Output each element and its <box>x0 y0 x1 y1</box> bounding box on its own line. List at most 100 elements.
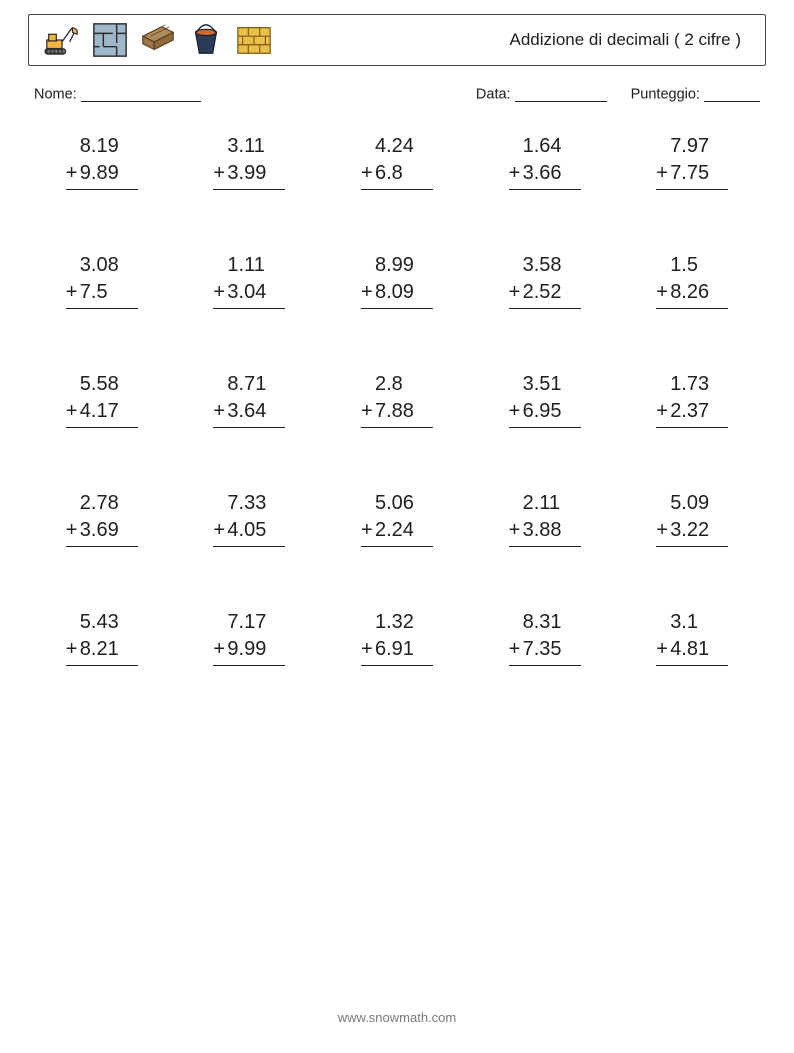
addend-bottom: 6.95 <box>523 398 581 425</box>
addend-bottom-row: +7.5 <box>66 279 138 306</box>
addend-top: 5.58 <box>80 371 138 398</box>
addend-bottom-row: +2.24 <box>361 517 433 544</box>
sum-rule <box>66 427 138 428</box>
operator: + <box>509 160 523 187</box>
operator-placeholder <box>213 609 227 636</box>
worksheet-title: Addizione di decimali ( 2 cifre ) <box>510 30 751 50</box>
operator: + <box>656 517 670 544</box>
addend-top: 1.32 <box>375 609 433 636</box>
problem-stack: 3.11+3.99 <box>213 133 285 190</box>
operator: + <box>213 517 227 544</box>
sum-rule <box>656 427 728 428</box>
operator-placeholder <box>656 609 670 636</box>
operator: + <box>509 636 523 663</box>
operator-placeholder <box>361 490 375 517</box>
addend-bottom: 3.22 <box>670 517 728 544</box>
addend-bottom-row: +2.52 <box>509 279 581 306</box>
operator: + <box>361 398 375 425</box>
problem: 2.78+3.69 <box>38 490 166 547</box>
problem-stack: 8.71+3.64 <box>213 371 285 428</box>
sum-rule <box>361 189 433 190</box>
addend-bottom: 2.37 <box>670 398 728 425</box>
addend-top-row: 7.17 <box>213 609 285 636</box>
problem: 1.5 +8.26 <box>628 252 756 309</box>
operator-placeholder <box>213 252 227 279</box>
addend-top-row: 3.08 <box>66 252 138 279</box>
addend-bottom-row: +3.66 <box>509 160 581 187</box>
operator: + <box>656 279 670 306</box>
problem-stack: 2.8 +7.88 <box>361 371 433 428</box>
operator-placeholder <box>66 371 80 398</box>
operator-placeholder <box>213 371 227 398</box>
addend-top: 3.51 <box>523 371 581 398</box>
addend-top: 7.33 <box>227 490 285 517</box>
addend-top: 5.43 <box>80 609 138 636</box>
operator-placeholder <box>361 133 375 160</box>
addend-top-row: 5.06 <box>361 490 433 517</box>
operator-placeholder <box>361 609 375 636</box>
addend-bottom-row: +3.99 <box>213 160 285 187</box>
problem-stack: 7.33+4.05 <box>213 490 285 547</box>
sum-rule <box>656 308 728 309</box>
problem: 3.08+7.5 <box>38 252 166 309</box>
operator: + <box>361 160 375 187</box>
sum-rule <box>361 427 433 428</box>
addend-top-row: 8.71 <box>213 371 285 398</box>
operator-placeholder <box>66 490 80 517</box>
addend-top: 5.06 <box>375 490 433 517</box>
operator: + <box>361 279 375 306</box>
addend-bottom-row: +7.75 <box>656 160 728 187</box>
sum-rule <box>656 189 728 190</box>
problem-stack: 5.09+3.22 <box>656 490 728 547</box>
addend-bottom: 3.66 <box>523 160 581 187</box>
problem: 7.97+7.75 <box>628 133 756 190</box>
operator-placeholder <box>656 371 670 398</box>
operator: + <box>213 398 227 425</box>
score-blank[interactable] <box>704 87 760 102</box>
addend-bottom-row: +4.17 <box>66 398 138 425</box>
operator: + <box>213 279 227 306</box>
problem-stack: 7.97+7.75 <box>656 133 728 190</box>
addend-top: 3.11 <box>227 133 285 160</box>
addend-bottom: 9.99 <box>227 636 285 663</box>
sum-rule <box>361 308 433 309</box>
sum-rule <box>509 189 581 190</box>
addend-bottom-row: +4.05 <box>213 517 285 544</box>
name-label: Nome: <box>34 87 77 103</box>
addend-top: 1.73 <box>670 371 728 398</box>
sum-rule <box>66 546 138 547</box>
addend-top-row: 4.24 <box>361 133 433 160</box>
addend-top: 5.09 <box>670 490 728 517</box>
sum-rule <box>361 665 433 666</box>
problem: 5.43+8.21 <box>38 609 166 666</box>
operator-placeholder <box>656 490 670 517</box>
addend-bottom: 4.81 <box>670 636 728 663</box>
problem-stack: 5.43+8.21 <box>66 609 138 666</box>
addend-top-row: 1.5 <box>656 252 728 279</box>
operator: + <box>509 517 523 544</box>
header-icons <box>43 21 273 59</box>
addend-bottom: 8.09 <box>375 279 433 306</box>
addend-bottom-row: +6.8 <box>361 160 433 187</box>
addend-top-row: 1.11 <box>213 252 285 279</box>
operator-placeholder <box>66 252 80 279</box>
addend-top-row: 8.99 <box>361 252 433 279</box>
operator-placeholder <box>509 133 523 160</box>
operator: + <box>656 160 670 187</box>
operator-placeholder <box>66 133 80 160</box>
addend-top: 8.99 <box>375 252 433 279</box>
problem: 2.8 +7.88 <box>333 371 461 428</box>
operator-placeholder <box>361 371 375 398</box>
addend-top: 1.64 <box>523 133 581 160</box>
addend-bottom-row: +4.81 <box>656 636 728 663</box>
name-blank[interactable] <box>81 87 201 102</box>
sum-rule <box>66 189 138 190</box>
problem-stack: 3.08+7.5 <box>66 252 138 309</box>
excavator-icon <box>43 21 81 59</box>
date-blank[interactable] <box>515 87 607 102</box>
problem: 8.99+8.09 <box>333 252 461 309</box>
addend-bottom: 6.8 <box>375 160 433 187</box>
sum-rule <box>509 665 581 666</box>
problem: 1.64+3.66 <box>481 133 609 190</box>
addend-bottom-row: +7.35 <box>509 636 581 663</box>
